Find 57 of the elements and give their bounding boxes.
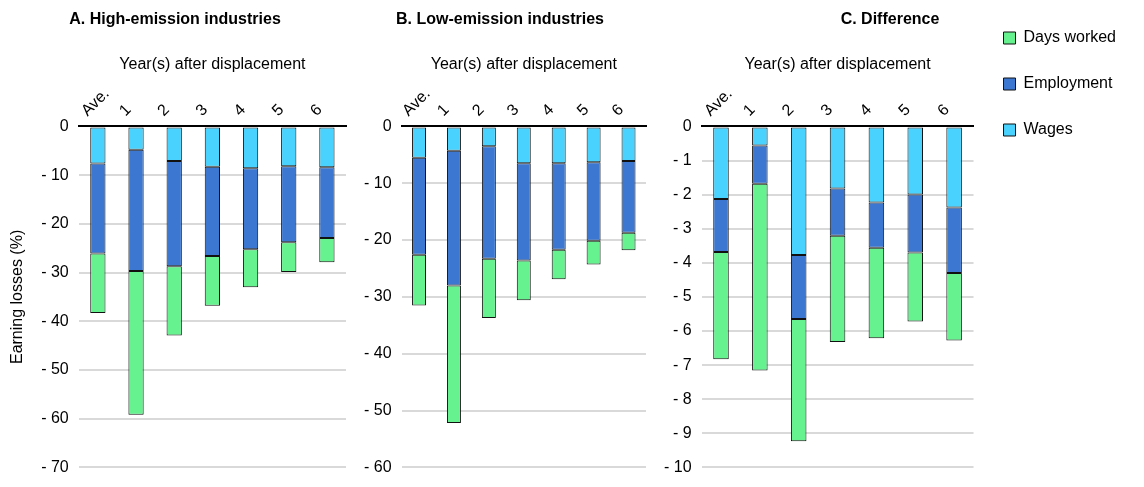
x-tick-label: 5 xyxy=(268,100,287,119)
x-axis-title: Year(s) after displacement xyxy=(119,55,307,73)
y-tick-label: - 8 xyxy=(672,389,692,407)
x-tick-label: 3 xyxy=(817,100,836,119)
y-tick-label: - 1 xyxy=(672,150,692,168)
y-tick-label: 0 xyxy=(682,116,692,134)
x-tick-label: Ave. xyxy=(77,84,112,119)
y-tick-label: - 3 xyxy=(672,219,692,237)
y-tick-label: - 6 xyxy=(672,321,692,339)
x-tick-label: 4 xyxy=(856,100,875,119)
legend-label: Days worked xyxy=(1023,28,1117,46)
legend-label: Wages xyxy=(1023,120,1073,138)
y-tick-label: - 5 xyxy=(672,287,692,305)
y-tick-label: - 60 xyxy=(363,457,392,475)
y-tick-label: - 30 xyxy=(363,287,392,305)
y-tick-label: - 20 xyxy=(41,214,69,232)
x-tick-label: 2 xyxy=(778,100,797,119)
y-tick-label: - 40 xyxy=(363,344,392,362)
x-tick-label: 2 xyxy=(468,100,487,119)
x-tick-label: 6 xyxy=(608,100,627,119)
y-tick-label: - 10 xyxy=(363,173,392,191)
x-tick-label: 1 xyxy=(115,100,135,119)
x-tick-label: 5 xyxy=(894,100,914,119)
y-tick-label: - 9 xyxy=(672,423,692,441)
chart-title: A. High-emission industries xyxy=(69,10,281,28)
y-tick-label: - 2 xyxy=(672,185,692,203)
chart-title: B. Low-emission industries xyxy=(395,10,605,28)
x-tick-label: 6 xyxy=(933,100,953,119)
x-tick-label: 2 xyxy=(153,100,173,119)
y-tick-label: - 10 xyxy=(41,165,69,183)
x-axis-title: Year(s) after displacement xyxy=(430,55,618,73)
x-tick-label: 5 xyxy=(573,100,592,119)
x-tick-label: Ave. xyxy=(700,84,736,119)
y-tick-label: - 30 xyxy=(41,262,69,280)
y-tick-label: - 10 xyxy=(663,457,692,475)
x-tick-label: 1 xyxy=(433,100,452,119)
x-tick-label: 6 xyxy=(306,100,325,119)
x-tick-label: 3 xyxy=(503,100,522,119)
x-tick-label: 1 xyxy=(739,100,758,119)
y-tick-label: - 50 xyxy=(363,400,392,418)
y-axis-title: Earning losses (%) xyxy=(8,229,26,365)
y-tick-label: 0 xyxy=(59,116,69,134)
y-tick-label: - 20 xyxy=(363,230,392,248)
legend-label: Employment xyxy=(1023,74,1113,92)
y-tick-label: 0 xyxy=(382,116,392,134)
x-axis-title: Year(s) after displacement xyxy=(744,55,932,73)
x-tick-label: 3 xyxy=(192,100,211,119)
y-tick-label: - 60 xyxy=(41,409,69,427)
y-tick-label: - 50 xyxy=(41,360,69,378)
x-tick-label: 4 xyxy=(538,100,557,119)
y-tick-label: - 7 xyxy=(672,355,692,373)
y-tick-label: - 40 xyxy=(41,311,69,329)
x-tick-label: Ave. xyxy=(398,84,434,119)
chart-title: C. Difference xyxy=(840,10,940,28)
y-tick-label: - 4 xyxy=(672,253,692,271)
y-tick-label: - 70 xyxy=(41,457,69,475)
x-tick-label: 4 xyxy=(230,100,249,119)
